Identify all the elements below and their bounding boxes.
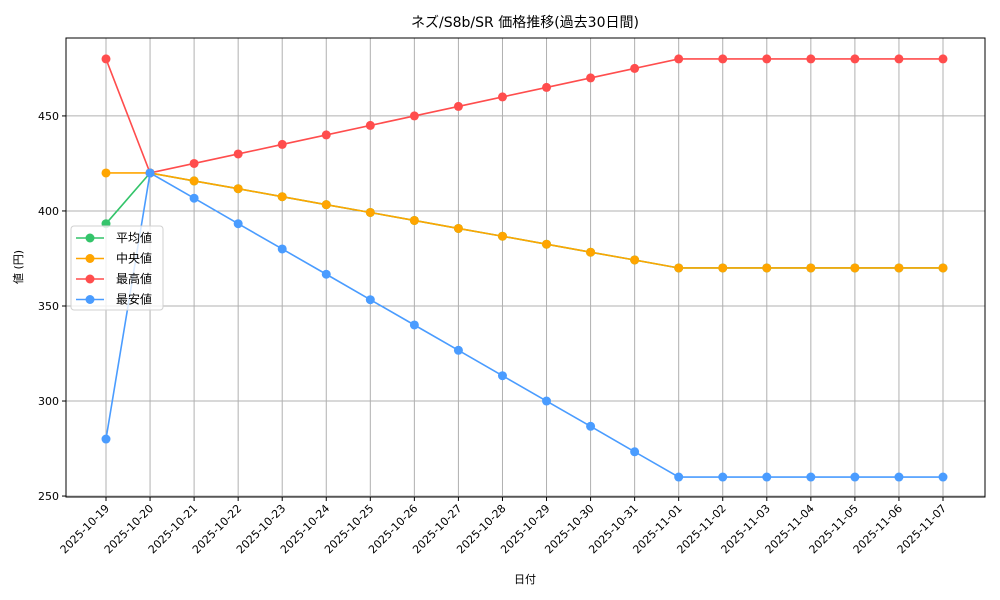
data-point bbox=[145, 168, 155, 178]
data-point bbox=[101, 54, 111, 64]
legend-item: 最安値 bbox=[76, 292, 152, 307]
legend-item: 中央値 bbox=[76, 251, 152, 266]
legend-item: 最高値 bbox=[76, 271, 152, 286]
data-point bbox=[894, 263, 904, 273]
data-point bbox=[542, 396, 552, 406]
data-point bbox=[321, 269, 331, 279]
data-point bbox=[277, 192, 287, 202]
data-point bbox=[233, 184, 243, 194]
data-point bbox=[453, 223, 463, 233]
data-point bbox=[630, 447, 640, 457]
legend-label: 平均値 bbox=[116, 230, 152, 245]
data-point bbox=[409, 320, 419, 330]
legend-item: 平均値 bbox=[76, 230, 152, 245]
data-point bbox=[718, 54, 728, 64]
data-point bbox=[542, 82, 552, 92]
data-point bbox=[277, 139, 287, 149]
data-point bbox=[806, 263, 816, 273]
data-point bbox=[674, 54, 684, 64]
legend-label: 中央値 bbox=[116, 251, 152, 266]
data-point bbox=[894, 472, 904, 482]
data-point bbox=[674, 472, 684, 482]
plot-frame bbox=[65, 37, 986, 498]
data-point bbox=[497, 92, 507, 102]
data-point bbox=[806, 54, 816, 64]
data-point bbox=[189, 176, 199, 186]
data-point bbox=[453, 345, 463, 355]
data-point bbox=[586, 247, 596, 257]
y-tick-label: 400 bbox=[38, 205, 59, 218]
y-axis-label: 値 (円) bbox=[12, 250, 25, 284]
data-point bbox=[762, 54, 772, 64]
data-point bbox=[850, 263, 860, 273]
data-point bbox=[850, 54, 860, 64]
data-point bbox=[806, 472, 816, 482]
data-point bbox=[762, 472, 772, 482]
data-point bbox=[938, 472, 948, 482]
legend-marker-icon bbox=[85, 233, 95, 243]
data-point bbox=[630, 63, 640, 73]
y-tick-label: 250 bbox=[38, 490, 59, 503]
data-point bbox=[233, 149, 243, 159]
data-point bbox=[762, 263, 772, 273]
data-point bbox=[497, 231, 507, 241]
data-point bbox=[409, 215, 419, 225]
data-point bbox=[630, 255, 640, 265]
data-point bbox=[321, 200, 331, 210]
data-point bbox=[586, 421, 596, 431]
series-最高値 bbox=[101, 54, 948, 178]
legend-label: 最安値 bbox=[116, 292, 152, 307]
data-point bbox=[365, 207, 375, 217]
data-point bbox=[321, 130, 331, 140]
series-平均値 bbox=[101, 168, 948, 273]
data-point bbox=[586, 73, 596, 83]
data-point bbox=[277, 244, 287, 254]
legend-box bbox=[70, 225, 164, 311]
data-point bbox=[718, 263, 728, 273]
data-point bbox=[453, 101, 463, 111]
legend-marker-icon bbox=[85, 254, 95, 263]
legend-label: 最高値 bbox=[116, 271, 152, 286]
data-point bbox=[233, 219, 243, 229]
x-axis-label: 日付 bbox=[514, 573, 536, 586]
series-中央値 bbox=[101, 168, 948, 273]
chart-title: ネズ/S8b/SR 価格推移(過去30日間) bbox=[411, 15, 639, 31]
x-axis-ticks: 2025-10-192025-10-202025-10-212025-10-22… bbox=[58, 497, 949, 556]
legend-marker-icon bbox=[85, 274, 95, 284]
data-point bbox=[189, 158, 199, 168]
data-point bbox=[365, 295, 375, 305]
data-point bbox=[938, 263, 948, 273]
series-最安値 bbox=[101, 168, 948, 482]
data-point bbox=[542, 239, 552, 249]
data-point bbox=[409, 111, 419, 121]
y-tick-label: 450 bbox=[38, 110, 59, 123]
data-point bbox=[718, 472, 728, 482]
data-point bbox=[101, 168, 111, 178]
data-point bbox=[101, 434, 111, 444]
data-point bbox=[189, 193, 199, 203]
data-point bbox=[365, 120, 375, 130]
data-point bbox=[938, 54, 948, 64]
y-tick-label: 300 bbox=[38, 395, 59, 408]
data-point bbox=[674, 263, 684, 273]
data-point bbox=[894, 54, 904, 64]
data-point bbox=[497, 371, 507, 381]
data-point bbox=[850, 472, 860, 482]
y-tick-label: 350 bbox=[38, 300, 59, 313]
y-axis-ticks: 250 300 350 400 450 bbox=[38, 110, 66, 503]
legend-marker-icon bbox=[85, 295, 95, 304]
series-lines bbox=[101, 54, 948, 482]
